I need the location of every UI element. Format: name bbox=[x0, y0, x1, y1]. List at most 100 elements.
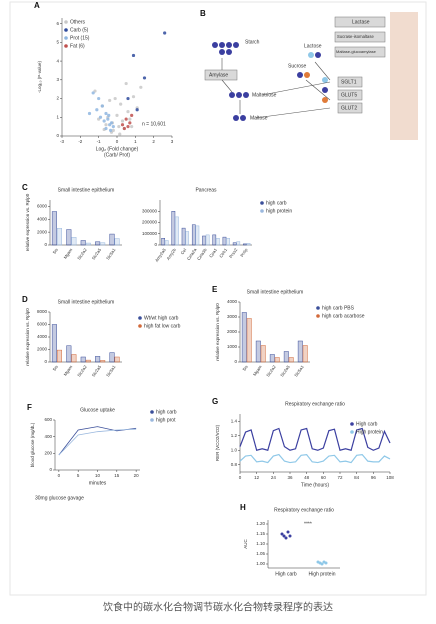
y-tick-label: 1.10 bbox=[256, 541, 265, 546]
node-label: GLUT2 bbox=[341, 105, 357, 111]
x-tick-label: Mgam bbox=[252, 364, 263, 377]
legend-swatch bbox=[316, 306, 320, 310]
y-tick-label: 0 bbox=[44, 242, 47, 247]
line bbox=[239, 427, 391, 451]
point bbox=[126, 125, 130, 129]
bar bbox=[80, 240, 86, 246]
point bbox=[115, 113, 119, 117]
x-tick-label: 96 bbox=[371, 475, 377, 480]
x-tick-label: Amy2b bbox=[165, 247, 177, 261]
y-tick-label: 200000 bbox=[142, 220, 158, 225]
bar bbox=[226, 238, 230, 246]
point bbox=[135, 108, 139, 112]
y-tick-label: 0 bbox=[49, 467, 52, 472]
x-tick-label: Cel bbox=[180, 247, 188, 255]
x-tick-label: 0 bbox=[116, 139, 119, 144]
y-tick-label: 2000 bbox=[37, 229, 48, 234]
y-tick-label: 5 bbox=[56, 40, 59, 45]
transporter-box bbox=[337, 76, 363, 88]
point bbox=[118, 132, 122, 136]
y-tick-label: 1.2 bbox=[231, 433, 238, 438]
y-tick-label: 4 bbox=[56, 58, 59, 63]
legend-swatch bbox=[64, 36, 68, 40]
bar bbox=[164, 240, 169, 246]
bar bbox=[212, 234, 217, 246]
legend-label: high carb PBS bbox=[322, 305, 355, 311]
y-tick-label: 600 bbox=[44, 417, 52, 422]
x-tick-label: 0 bbox=[239, 475, 242, 480]
y-tick-label: 6000 bbox=[37, 204, 48, 209]
x-tick-label: 15 bbox=[114, 473, 120, 478]
node-label: Lactose bbox=[304, 43, 322, 49]
x-tick-label: High protein bbox=[309, 571, 336, 577]
x-tick-label: 20 bbox=[134, 473, 140, 478]
x-axis-label: minutes bbox=[89, 480, 107, 486]
y-axis-label: relative expression vs. Rplp0 bbox=[25, 193, 30, 251]
y-axis-label: relative expression vs. Rplp0 bbox=[215, 303, 220, 361]
point bbox=[280, 532, 284, 536]
x-tick-label: 48 bbox=[304, 475, 310, 480]
panel-label: B bbox=[200, 9, 206, 18]
x-tick-label: Slc2a5 bbox=[279, 364, 291, 378]
y-tick-label: 4000 bbox=[37, 334, 48, 339]
bar bbox=[95, 241, 101, 246]
legend-label: Carb (5) bbox=[70, 27, 89, 33]
bar bbox=[246, 318, 252, 363]
arrows bbox=[221, 58, 331, 119]
node-label: Sucrose bbox=[288, 63, 307, 69]
x-tick-label: Slc2a2 bbox=[76, 364, 88, 378]
legend-swatch bbox=[64, 28, 68, 32]
x-tick-label: Mgam bbox=[63, 247, 74, 260]
point bbox=[108, 128, 113, 132]
point bbox=[128, 121, 132, 125]
galactose bbox=[308, 52, 328, 83]
panel-label: G bbox=[212, 397, 218, 406]
bar bbox=[114, 238, 120, 246]
x-tick-label: Slc2a2 bbox=[265, 364, 277, 378]
legend-label: High carb bbox=[356, 421, 378, 427]
x-tick-label: -2 bbox=[78, 139, 82, 144]
chart-title: Glucose uptake bbox=[80, 407, 115, 413]
bar bbox=[274, 357, 280, 363]
x-tick-label: Mgam bbox=[63, 364, 74, 377]
bar bbox=[114, 356, 120, 363]
y-tick-label: 4000 bbox=[37, 216, 48, 221]
legend-label: Prot (15) bbox=[70, 35, 90, 41]
point bbox=[324, 561, 328, 565]
x-tick-label: 10 bbox=[95, 473, 101, 478]
node-label: Amylase bbox=[209, 72, 228, 78]
x-tick-label: Slc2a5 bbox=[91, 364, 103, 378]
bar bbox=[95, 356, 101, 363]
y-tick-label: 0 bbox=[234, 359, 237, 364]
legend-label: Others bbox=[70, 19, 86, 25]
y-tick-label: 100000 bbox=[142, 231, 158, 236]
legend-label: high protein bbox=[266, 208, 292, 214]
node-label: Maltotriose bbox=[252, 92, 277, 98]
x-tick-label: High carb bbox=[275, 571, 297, 577]
point bbox=[131, 95, 136, 99]
legend-swatch bbox=[64, 20, 68, 24]
legend-label: Fat (6) bbox=[70, 43, 85, 49]
legend-label: high fat low carb bbox=[144, 323, 181, 329]
point bbox=[131, 53, 136, 58]
x-tick-label: -1 bbox=[97, 139, 101, 144]
point bbox=[87, 111, 92, 116]
x-tick-label: Slc5a1 bbox=[105, 247, 117, 261]
legend-swatch bbox=[138, 316, 142, 320]
bar bbox=[66, 229, 72, 246]
y-tick-label: 1.00 bbox=[256, 561, 265, 566]
point bbox=[282, 534, 286, 538]
x-tick-label: Ctrb1 bbox=[218, 247, 228, 259]
x-tick-label: Slc5a1 bbox=[105, 364, 117, 378]
fructose bbox=[304, 72, 328, 103]
x-axis-label: Time (hours) bbox=[301, 482, 329, 488]
bar bbox=[109, 233, 115, 246]
x-tick-label: 0 bbox=[58, 473, 61, 478]
bar bbox=[71, 354, 77, 363]
bar bbox=[66, 345, 72, 363]
line bbox=[58, 428, 137, 456]
chart-title: Respiratory exchange ratio bbox=[285, 401, 345, 407]
